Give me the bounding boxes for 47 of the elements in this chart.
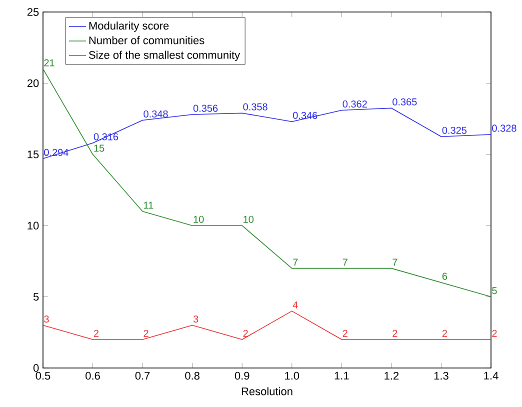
x-tick-label: 1.2	[384, 372, 399, 380]
x-tick-label: 1.0	[285, 372, 300, 380]
data-label: 11	[144, 202, 154, 209]
data-label: 2	[144, 330, 148, 337]
data-label: 7	[392, 258, 398, 266]
data-label: 0.346	[292, 112, 318, 119]
data-label: 10	[194, 216, 204, 223]
x-tick-label: 1.3	[434, 372, 448, 380]
data-label: 7	[293, 258, 298, 266]
legend-label: Number of communities	[89, 36, 204, 44]
x-axis-title: Resolution	[242, 387, 292, 396]
data-label: 2	[342, 330, 348, 337]
data-label: 2	[442, 330, 447, 337]
data-label: 15	[94, 144, 104, 152]
data-label: 4	[292, 301, 298, 308]
data-label: 6	[442, 272, 448, 280]
data-label: 0.325	[442, 126, 467, 134]
data-label: 3	[193, 316, 198, 323]
data-label: 10	[244, 216, 254, 223]
legend-label: Size of the smallest community	[88, 50, 240, 62]
data-label: 0.356	[193, 104, 218, 112]
data-label: 2	[492, 330, 497, 337]
data-label: 2	[392, 330, 398, 337]
x-tick-label: 0.7	[135, 372, 150, 380]
data-label: 2	[94, 330, 99, 337]
x-tick-label: 0.8	[185, 372, 200, 380]
x-tick-label: 0.6	[86, 372, 100, 380]
data-label: 7	[342, 258, 348, 266]
y-tick-label: 10	[28, 222, 39, 230]
legend-label: Modularity score	[89, 22, 169, 32]
y-tick-label: 0	[33, 364, 39, 372]
y-tick-label: 15	[28, 150, 39, 158]
data-label: 0.348	[144, 110, 168, 118]
data-label: 0.365	[392, 98, 417, 106]
data-label: 0.358	[243, 103, 268, 110]
y-tick-label: 20	[27, 79, 39, 88]
data-label: 0.328	[492, 124, 516, 132]
y-tick-label: 25	[27, 8, 39, 16]
y-tick-label: 5	[33, 292, 39, 301]
x-tick-label: 0.9	[234, 372, 250, 380]
data-label: 21	[44, 59, 54, 66]
data-label: 3	[44, 316, 49, 323]
x-tick-label: 1.1	[334, 372, 349, 380]
x-tick-label: 1.4	[484, 372, 498, 380]
data-label: 5	[492, 287, 497, 294]
x-tick-label: 0.5	[36, 372, 50, 380]
data-label: 0.362	[342, 100, 367, 108]
